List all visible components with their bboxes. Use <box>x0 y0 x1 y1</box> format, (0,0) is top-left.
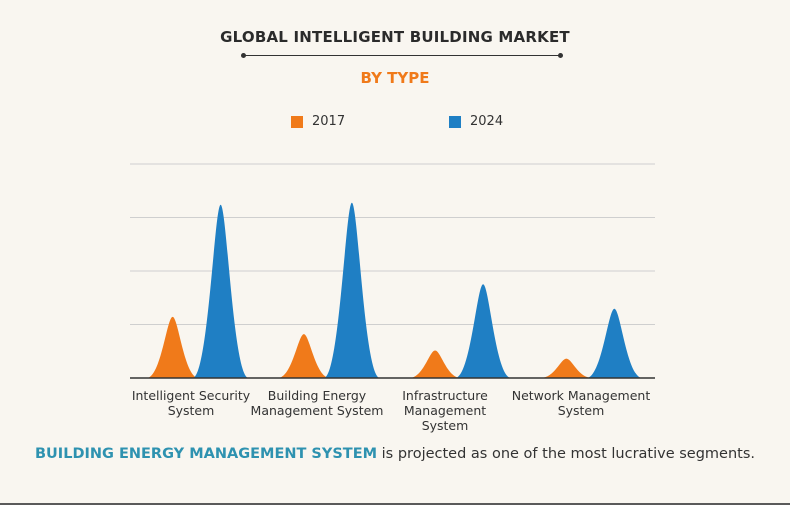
legend-item-2024: 2024 <box>449 114 503 129</box>
category-label: Building Energy Management System <box>250 388 384 418</box>
chart-title: GLOBAL INTELLIGENT BUILDING MARKET <box>220 28 570 46</box>
category-label: Intelligent Security System <box>131 388 251 418</box>
peak-2024-0 <box>192 204 249 378</box>
category-label: Network Management System <box>511 388 651 418</box>
peak-2024-2 <box>455 284 512 378</box>
bottom-border <box>0 503 790 505</box>
legend-label-2024: 2024 <box>470 114 504 129</box>
chart-subtitle: BY TYPE <box>360 69 430 87</box>
legend-swatch-2024 <box>449 115 461 128</box>
peak-2024-1 <box>323 202 380 378</box>
peak-2024-3 <box>586 308 643 378</box>
legend-label-2017: 2017 <box>312 114 346 129</box>
footer-highlight: BUILDING ENERGY MANAGEMENT SYSTEM <box>34 446 378 462</box>
footer-text: is projected as one of the most lucrativ… <box>377 446 756 462</box>
peak-2017-2 <box>409 350 462 378</box>
peak-2017-0 <box>146 316 199 378</box>
category-label: Infrastructure Management System <box>402 388 488 433</box>
legend-item-2017: 2017 <box>291 114 345 129</box>
peak-2017-3 <box>540 358 593 378</box>
legend-swatch-2017 <box>291 115 303 128</box>
title-divider <box>241 53 563 58</box>
footer-note: BUILDING ENERGY MANAGEMENT SYSTEM is pro… <box>0 446 790 462</box>
peak-2017-1 <box>277 334 330 378</box>
